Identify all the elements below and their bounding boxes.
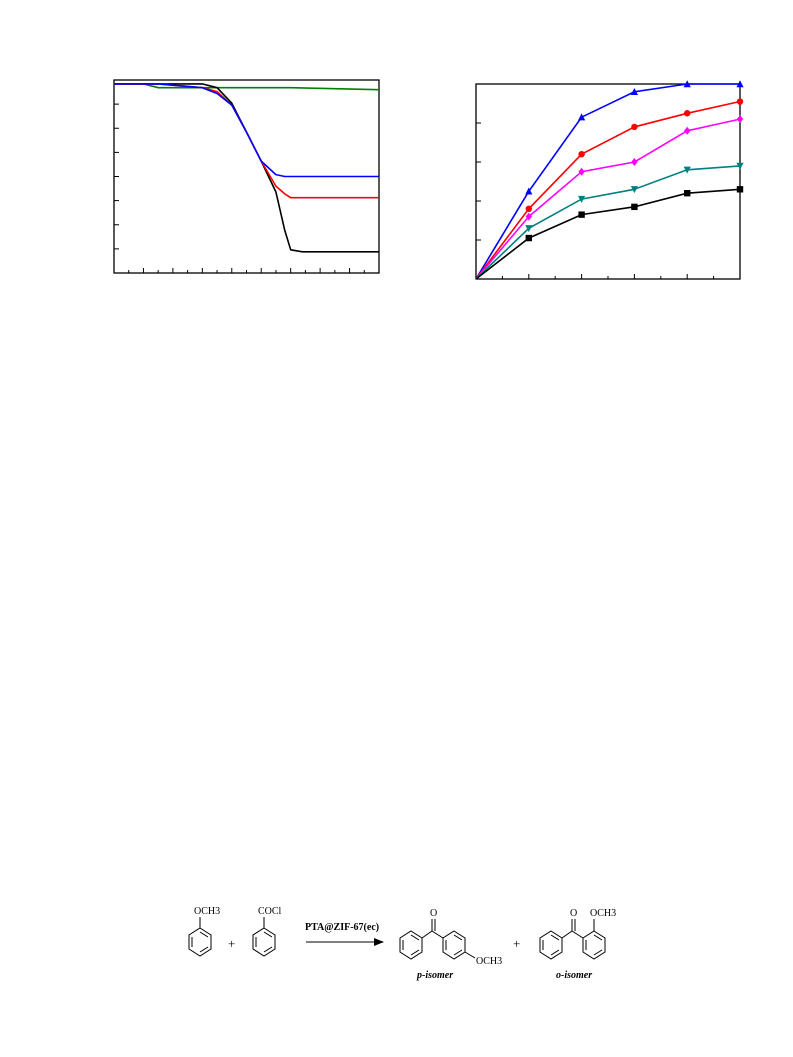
data-point-1-2 [578, 151, 585, 158]
data-point-3-3 [630, 186, 638, 194]
series-line-4 [475, 188, 741, 280]
series-line-1 [475, 100, 741, 280]
data-point-3-2 [578, 195, 586, 203]
data-point-1-4 [684, 110, 691, 117]
data-point-1-5 [736, 98, 744, 105]
data-point-3-5 [736, 162, 744, 170]
data-point-4-4 [684, 190, 691, 197]
axis-ticks [475, 83, 741, 280]
plus-sign: + [228, 936, 235, 951]
reactant2-label: COCl [258, 906, 282, 917]
anisole-structure [188, 917, 212, 957]
p-isomer-label: p-isomer [416, 970, 453, 981]
series-line-1 [114, 83, 379, 253]
series-line-0 [475, 83, 740, 280]
series-line-2 [475, 118, 741, 280]
data-point-0-1 [525, 187, 533, 195]
series-group [114, 83, 380, 253]
data-point-3-1 [525, 225, 533, 233]
conversion-chart [475, 80, 744, 280]
p-isomer-carbonyl-o: O [430, 908, 437, 919]
axis-ticks [113, 79, 380, 274]
series-line-3 [114, 83, 379, 178]
series-line-0 [114, 83, 380, 91]
reactant1-label: OCH3 [194, 906, 220, 917]
p-isomer-substituent: OCH3 [476, 956, 502, 967]
data-point-2-4 [684, 126, 691, 135]
series-line-2 [114, 83, 379, 199]
data-point-4-1 [525, 234, 532, 242]
arrow-head [374, 938, 384, 946]
o-isomer-label: o-isomer [556, 970, 592, 981]
reaction-scheme: OCH3 + COCl PTA@ZIF-67(ec) O OCH3 p-isom… [188, 906, 616, 981]
plus-sign: + [513, 936, 520, 951]
data-point-0-4 [683, 80, 691, 88]
o-isomer-substituent: OCH3 [590, 908, 616, 919]
series-line-3 [475, 165, 741, 280]
data-point-2-5 [736, 115, 744, 124]
data-point-3-4 [683, 166, 691, 174]
data-point-4-3 [631, 203, 638, 211]
data-point-0-2 [578, 113, 586, 121]
data-point-1-1 [525, 205, 532, 212]
data-point-1-3 [631, 123, 638, 131]
p-isomer-structure [399, 919, 476, 960]
data-point-2-3 [631, 158, 638, 166]
catalyst-label: PTA@ZIF-67(ec) [305, 922, 379, 933]
data-point-4-5 [736, 186, 744, 193]
plot-frame [475, 83, 741, 280]
data-point-0-3 [630, 88, 638, 95]
data-point-4-2 [578, 211, 585, 218]
data-point-0-5 [736, 80, 744, 88]
tga-chart [113, 79, 380, 274]
series-group [475, 80, 744, 280]
o-isomer-carbonyl-o: O [570, 908, 577, 919]
benzoyl-chloride-structure [252, 917, 276, 957]
o-isomer-structure [539, 919, 606, 960]
